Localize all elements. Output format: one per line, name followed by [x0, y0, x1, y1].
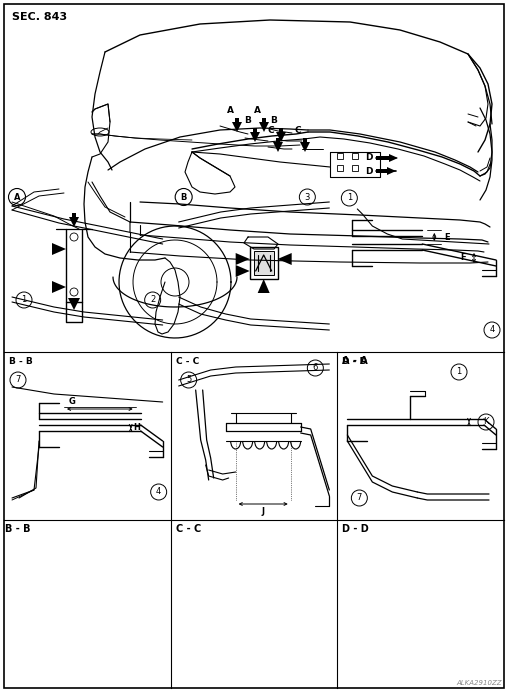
- Text: B: B: [271, 116, 277, 125]
- Polygon shape: [276, 132, 286, 142]
- Text: D - D: D - D: [342, 524, 369, 534]
- Bar: [276, 138, 280, 142]
- Text: B - B: B - B: [9, 357, 33, 366]
- Polygon shape: [259, 122, 269, 132]
- Text: F: F: [460, 253, 466, 262]
- Text: B - B: B - B: [5, 524, 30, 534]
- Polygon shape: [236, 265, 249, 277]
- Bar: [262, 118, 266, 122]
- Text: B: B: [244, 116, 251, 125]
- Bar: [235, 118, 239, 122]
- Text: ALKA2910ZZ: ALKA2910ZZ: [457, 680, 502, 686]
- Polygon shape: [387, 167, 396, 175]
- Polygon shape: [69, 217, 79, 227]
- Text: SEC. 843: SEC. 843: [12, 12, 67, 22]
- Text: D: D: [365, 154, 373, 163]
- Polygon shape: [236, 253, 249, 265]
- Text: C - C: C - C: [176, 357, 199, 366]
- Text: D: D: [365, 167, 373, 176]
- Text: 5: 5: [186, 376, 192, 385]
- Bar: [352, 153, 358, 159]
- Text: A: A: [253, 106, 261, 115]
- Polygon shape: [232, 122, 242, 132]
- Text: 7: 7: [357, 493, 362, 502]
- Text: 4: 4: [156, 487, 162, 496]
- Text: J: J: [262, 507, 265, 516]
- Bar: [253, 128, 257, 132]
- Text: D - D: D - D: [342, 357, 367, 366]
- Text: A - A: A - A: [342, 356, 368, 366]
- Text: 2: 2: [150, 295, 155, 304]
- Text: C - C: C - C: [176, 524, 201, 534]
- Text: 3: 3: [305, 192, 310, 201]
- Text: A: A: [227, 106, 234, 115]
- Polygon shape: [52, 243, 66, 255]
- Text: 4: 4: [489, 325, 495, 334]
- Polygon shape: [300, 142, 310, 152]
- Bar: [352, 165, 358, 171]
- Text: 1: 1: [347, 194, 352, 203]
- Bar: [303, 138, 307, 142]
- Bar: [72, 213, 76, 217]
- Polygon shape: [389, 154, 398, 162]
- Text: B: B: [180, 192, 187, 201]
- Text: K: K: [483, 417, 489, 426]
- Text: G: G: [69, 397, 76, 406]
- Bar: [279, 128, 283, 132]
- Text: 1: 1: [456, 367, 462, 376]
- Polygon shape: [278, 253, 292, 265]
- Polygon shape: [250, 132, 260, 142]
- Polygon shape: [258, 279, 270, 293]
- Text: 6: 6: [312, 363, 318, 372]
- Text: C: C: [295, 126, 301, 135]
- Text: H: H: [134, 424, 141, 432]
- Bar: [376, 156, 389, 160]
- Bar: [337, 153, 343, 159]
- Bar: [249, 247, 278, 279]
- Polygon shape: [52, 281, 66, 293]
- Polygon shape: [273, 142, 283, 152]
- Text: 1: 1: [21, 295, 26, 304]
- Text: E: E: [444, 233, 450, 242]
- Text: C: C: [268, 126, 274, 135]
- Text: 7: 7: [15, 376, 21, 385]
- Text: A: A: [14, 192, 20, 201]
- Bar: [376, 169, 387, 173]
- Bar: [253, 251, 274, 275]
- Bar: [337, 165, 343, 171]
- Polygon shape: [68, 298, 80, 310]
